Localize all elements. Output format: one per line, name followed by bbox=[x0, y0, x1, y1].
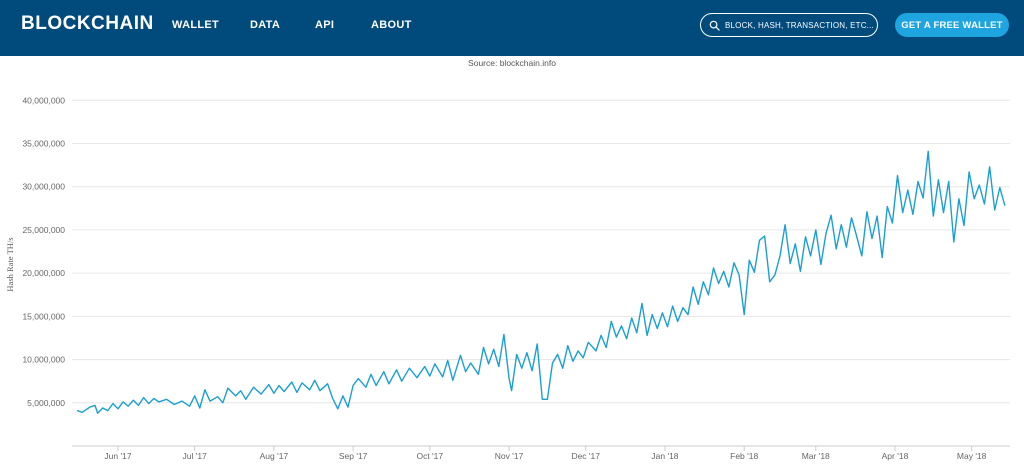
logo[interactable]: BLOCKCHAIN bbox=[21, 13, 154, 34]
search-icon bbox=[709, 20, 720, 31]
search-input[interactable]: BLOCK, HASH, TRANSACTION, ETC... bbox=[700, 13, 878, 37]
x-tick-label: Aug '17 bbox=[260, 451, 289, 461]
x-tick-label: Dec '17 bbox=[571, 451, 600, 461]
nav-link-wallet[interactable]: WALLET bbox=[172, 19, 220, 31]
x-tick-label: Jul '17 bbox=[183, 451, 208, 461]
y-tick-label: 30,000,000 bbox=[22, 182, 65, 192]
y-tick-label: 35,000,000 bbox=[22, 139, 65, 149]
x-tick-label: Sep '17 bbox=[339, 451, 368, 461]
y-tick-label: 40,000,000 bbox=[22, 95, 65, 105]
y-tick-label: 10,000,000 bbox=[22, 355, 65, 365]
y-tick-label: 25,000,000 bbox=[22, 225, 65, 235]
x-tick-label: Apr '18 bbox=[882, 451, 909, 461]
x-tick-label: Mar '18 bbox=[802, 451, 830, 461]
nav-link-about[interactable]: ABOUT bbox=[371, 19, 412, 31]
top-navbar: BLOCKCHAIN WALLET DATA API ABOUT BLOCK, … bbox=[0, 0, 1024, 56]
nav-link-api[interactable]: API bbox=[315, 19, 335, 31]
x-tick-label: Feb '18 bbox=[730, 451, 758, 461]
x-tick-label: Jan '18 bbox=[651, 451, 678, 461]
x-tick-label: Nov '17 bbox=[495, 451, 524, 461]
hash-rate-series-line bbox=[76, 150, 1006, 414]
search-placeholder: BLOCK, HASH, TRANSACTION, ETC... bbox=[725, 20, 874, 30]
source-caption: Source: blockchain.info bbox=[468, 58, 556, 68]
nav-link-data[interactable]: DATA bbox=[250, 19, 281, 31]
y-tick-label: 5,000,000 bbox=[27, 398, 65, 408]
get-free-wallet-button[interactable]: GET A FREE WALLET bbox=[895, 13, 1009, 37]
y-tick-label: 15,000,000 bbox=[22, 311, 65, 321]
x-tick-label: Jun '17 bbox=[104, 451, 131, 461]
y-tick-label: 20,000,000 bbox=[22, 268, 65, 278]
x-tick-label: May '18 bbox=[957, 451, 987, 461]
y-axis-label: Hash Rate TH/s bbox=[5, 237, 15, 291]
x-tick-label: Oct '17 bbox=[416, 451, 443, 461]
